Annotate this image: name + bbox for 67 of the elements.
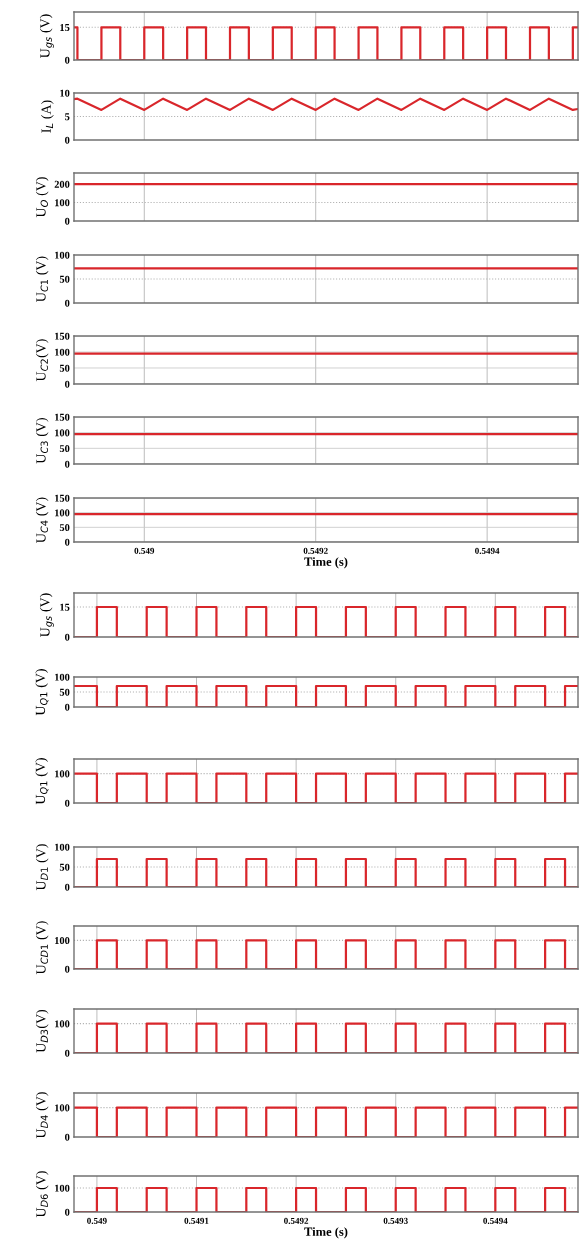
y-tick-label: 0 (65, 299, 70, 307)
y-tick-label: 50 (59, 275, 70, 283)
y-tick-label: 0 (65, 538, 70, 546)
y-tick-label: 100 (55, 770, 70, 778)
y-axis-title: U$_{C1}$ (V) (35, 256, 49, 302)
y-axis-title: U$_{O}$ (V) (35, 177, 49, 218)
y-axis-title: U$_{gs}$ (V) (39, 14, 54, 58)
y-tick-label: 0 (65, 1133, 70, 1141)
y-axis-title: U$_{CD1}$ (V) (35, 921, 49, 975)
line-series (74, 97, 578, 112)
x-tick-label: 0.549 (134, 547, 155, 554)
y-tick-label: 50 (59, 524, 70, 532)
x-tick-label: 0.5494 (475, 547, 500, 554)
y-axis-title: U$_{C4}$ (V) (35, 497, 49, 543)
y-tick-label: 0 (65, 1049, 70, 1057)
y-tick-label: 50 (59, 364, 70, 372)
y-tick-label: 0 (65, 965, 70, 973)
y-axis-title: I$_{L}$ (A) (41, 100, 54, 133)
y-axis-title: U$_{D6}$ (V) (35, 1171, 49, 1218)
y-axis-title: U$_{C2}$(V) (35, 339, 49, 382)
y-tick-label: 100 (55, 1184, 70, 1192)
y-tick-label: 150 (55, 494, 70, 502)
x-axis-title: Time (s) (304, 1227, 348, 1239)
x-tick-label: 0.5492 (303, 547, 328, 554)
y-tick-label: 10 (60, 89, 70, 97)
y-tick-label: 0 (65, 56, 70, 64)
y-tick-label: 50 (59, 688, 70, 696)
y-tick-label: 0 (65, 136, 70, 144)
y-tick-label: 0 (65, 799, 70, 807)
y-tick-label: 150 (55, 332, 70, 340)
y-tick-label: 100 (55, 1020, 70, 1028)
y-axis-title: U$_{Q1}$ (V) (35, 669, 49, 716)
y-tick-label: 50 (59, 445, 70, 453)
y-tick-label: 100 (55, 673, 70, 681)
y-tick-label: 100 (55, 509, 70, 517)
y-tick-label: 0 (65, 1208, 70, 1216)
x-axis-title: Time (s) (304, 557, 348, 569)
y-tick-label: 100 (55, 348, 70, 356)
x-tick-label: 0.549 (87, 1217, 107, 1224)
y-tick-label: 100 (55, 199, 70, 207)
x-tick-label: 0.5492 (284, 1217, 309, 1224)
y-axis-title: U$_{gs}$ (V) (39, 593, 54, 637)
y-tick-label: 0 (65, 217, 70, 225)
y-tick-label: 0 (65, 883, 70, 891)
x-tick-label: 0.5493 (383, 1217, 408, 1224)
y-tick-label: 100 (55, 937, 70, 945)
y-axis-title: U$_{D4}$ (V) (35, 1092, 49, 1139)
y-tick-label: 100 (55, 843, 70, 851)
x-tick-label: 0.5494 (483, 1217, 508, 1224)
y-axis-title: U$_{Q1}$ (V) (35, 758, 49, 805)
y-tick-label: 100 (55, 251, 70, 259)
x-tick-label: 0.5491 (184, 1217, 209, 1224)
y-tick-label: 0 (65, 380, 70, 388)
y-tick-label: 50 (59, 863, 70, 871)
y-tick-label: 100 (55, 429, 70, 437)
y-tick-label: 5 (65, 113, 70, 121)
y-tick-label: 0 (65, 633, 70, 641)
y-tick-label: 200 (54, 180, 70, 188)
y-tick-label: 0 (65, 460, 70, 468)
y-axis-title: U$_{C3}$ (V) (35, 418, 49, 464)
y-tick-label: 150 (55, 413, 70, 421)
y-tick-label: 0 (65, 703, 70, 711)
y-tick-label: 15 (60, 24, 70, 31)
y-tick-label: 15 (60, 603, 70, 611)
y-axis-title: U$_{D3}$(V) (35, 1009, 49, 1053)
y-tick-label: 100 (55, 1104, 70, 1112)
y-axis-title: U$_{D1}$ (V) (35, 844, 49, 891)
